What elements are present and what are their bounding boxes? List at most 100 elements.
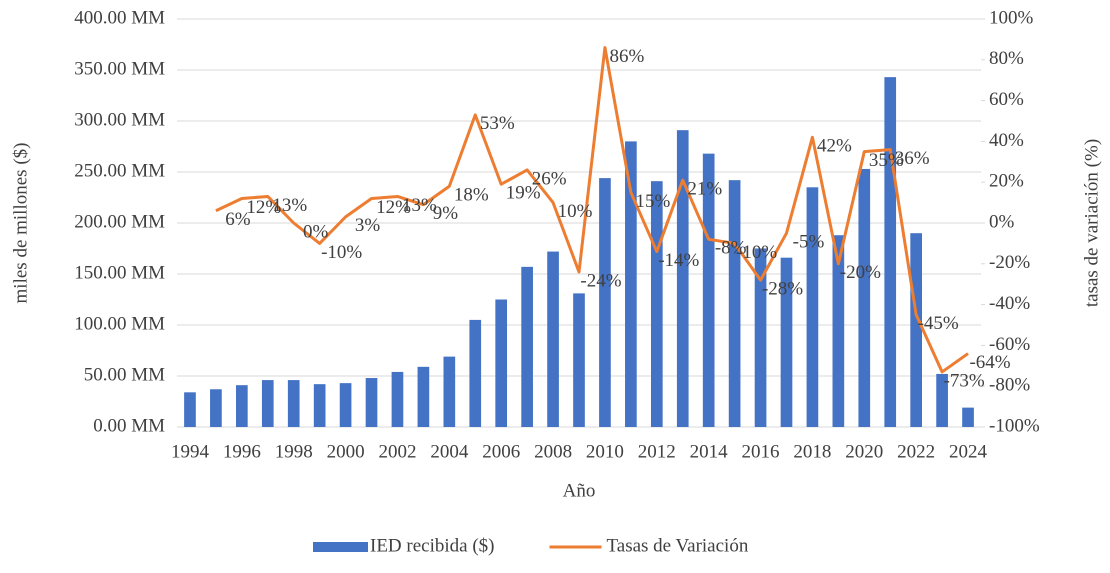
x-tick-label: 2024 — [949, 441, 988, 462]
y-tick-label: 400.00 MM — [74, 7, 165, 28]
data-label: 9% — [433, 203, 459, 224]
bar — [780, 257, 793, 427]
data-label: -28% — [762, 278, 803, 299]
bar — [261, 380, 274, 427]
data-label: -20% — [840, 262, 881, 283]
data-label: 12% — [246, 197, 281, 218]
data-label: 10% — [558, 201, 593, 222]
bar — [313, 384, 326, 427]
y-tick-label: 350.00 MM — [74, 58, 165, 79]
bar — [650, 181, 663, 427]
bar — [495, 299, 508, 427]
data-label: 13% — [402, 195, 437, 216]
data-label: -8% — [715, 238, 747, 259]
x-tick-label: 2010 — [586, 441, 624, 462]
legend-label: Tasas de Variación — [607, 535, 749, 556]
x-tick-label: 1994 — [171, 441, 210, 462]
data-label: 13% — [272, 195, 307, 216]
bar — [884, 77, 897, 427]
x-tick-label: 2002 — [378, 441, 416, 462]
bar — [417, 366, 430, 427]
y2-axis-title: tasas de variación (%) — [1081, 139, 1102, 307]
y-tick-label: 250.00 MM — [74, 160, 165, 181]
data-label: -5% — [793, 232, 825, 253]
y-tick-label: 300.00 MM — [74, 109, 165, 130]
x-tick-label: 2022 — [897, 441, 935, 462]
bar — [443, 356, 456, 427]
x-tick-label: 2018 — [793, 441, 831, 462]
bar — [806, 187, 819, 427]
y2-tick-label: 40% — [989, 130, 1024, 151]
data-label: 53% — [480, 113, 515, 134]
data-label: 21% — [687, 179, 722, 200]
x-tick-label: 2014 — [690, 441, 729, 462]
y2-tick-label: -20% — [989, 252, 1030, 273]
y2-tick-label: 0% — [989, 211, 1015, 232]
data-label: 36% — [895, 148, 930, 169]
data-label: 35% — [869, 150, 904, 171]
y2-tick-label: 60% — [989, 89, 1024, 110]
y-tick-label: 100.00 MM — [74, 313, 165, 334]
bar — [754, 248, 767, 427]
bar — [599, 178, 611, 427]
data-label: 6% — [225, 209, 251, 230]
data-label: -24% — [580, 270, 621, 291]
bar — [365, 378, 378, 427]
bar — [728, 180, 741, 427]
x-tick-label: 2004 — [430, 441, 469, 462]
data-label: 19% — [506, 183, 541, 204]
x-tick-label: 2012 — [638, 441, 676, 462]
data-label: -10% — [736, 242, 777, 263]
data-label: -64% — [969, 352, 1010, 373]
y-tick-label: 0.00 MM — [93, 415, 165, 436]
x-axis-title: Año — [563, 480, 596, 501]
y-tick-label: 50.00 MM — [84, 364, 165, 385]
bar — [287, 380, 300, 427]
bar — [676, 130, 689, 427]
bar — [832, 235, 845, 427]
data-label: 86% — [610, 46, 645, 67]
y2-tick-label: -80% — [989, 375, 1030, 396]
data-label: 0% — [303, 221, 329, 242]
bar — [521, 266, 533, 427]
data-label: 26% — [532, 168, 567, 189]
y2-tick-label: -100% — [989, 415, 1040, 436]
bar — [625, 141, 637, 427]
x-tick-label: 2000 — [327, 441, 365, 462]
bar — [702, 153, 715, 427]
data-label: 42% — [817, 136, 852, 157]
x-tick-label: 2016 — [742, 441, 780, 462]
y2-tick-label: 80% — [989, 48, 1024, 69]
legend-swatch — [313, 542, 368, 552]
bar — [469, 319, 482, 427]
data-label: -73% — [944, 370, 985, 391]
bar — [391, 371, 404, 427]
data-label: 15% — [635, 191, 670, 212]
data-label: 18% — [454, 185, 489, 206]
bar — [910, 233, 922, 427]
line — [215, 46, 969, 374]
bar — [962, 407, 974, 427]
y2-tick-label: -40% — [989, 293, 1030, 314]
x-tick-label: 1998 — [275, 441, 313, 462]
y-axis-title: miles de millones ($) — [10, 143, 31, 304]
bar — [236, 385, 248, 427]
bar — [547, 251, 559, 427]
bar — [858, 168, 871, 427]
bar — [184, 392, 196, 427]
x-tick-label: 2006 — [482, 441, 520, 462]
y2-tick-label: 100% — [989, 7, 1034, 28]
data-label: -14% — [658, 250, 699, 271]
bar — [573, 293, 585, 427]
data-label: 12% — [376, 197, 411, 218]
legend-label: IED recibida ($) — [370, 535, 495, 556]
bar — [339, 383, 352, 427]
x-tick-label: 2020 — [845, 441, 883, 462]
y-tick-label: 150.00 MM — [74, 262, 165, 283]
data-label: 3% — [355, 215, 381, 236]
data-label: -45% — [918, 313, 959, 334]
data-label: -10% — [321, 242, 362, 263]
y2-tick-label: -60% — [989, 334, 1030, 355]
bar — [210, 389, 222, 427]
